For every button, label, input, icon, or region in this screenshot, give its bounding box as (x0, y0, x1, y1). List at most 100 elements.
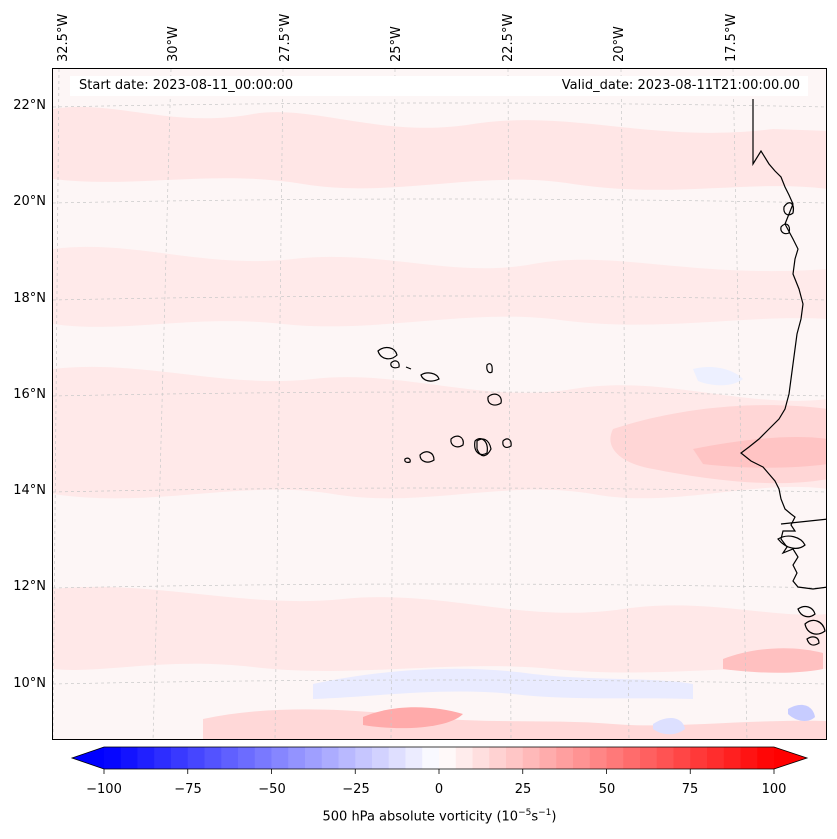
negative-vorticity-patch (693, 367, 743, 386)
cape-verde-island (487, 393, 502, 406)
negative-vorticity-patch (788, 704, 815, 721)
colorbar-cell (623, 747, 641, 769)
colorbar-tick-label: 0 (434, 782, 444, 797)
colorbar-title-mid: s (531, 809, 539, 825)
meridian-line (620, 69, 630, 739)
colorbar-cell (355, 747, 373, 769)
colorbar-tick-label: 50 (598, 782, 616, 797)
colorbar-cell (221, 747, 239, 769)
cape-verde-island (486, 363, 493, 374)
graticule (53, 69, 826, 739)
negative-vorticity-patch (313, 668, 693, 699)
lat-label: 22°N (13, 98, 46, 113)
positive-vorticity-patch (723, 648, 823, 673)
cape-verde-island (390, 360, 400, 369)
cape-verde-island (377, 346, 398, 360)
coastal-island (806, 636, 820, 646)
colorbar-cell (757, 747, 775, 769)
colorbar-title-main: 500 hPa absolute vorticity (10 (322, 809, 519, 825)
colorbar-cell (740, 747, 758, 769)
colorbar (70, 746, 809, 774)
colorbar-tick-label: −75 (174, 782, 202, 797)
africa-coastline (780, 518, 826, 525)
colorbar-cell (656, 747, 674, 769)
lat-label: 10°N (13, 676, 46, 691)
parallel-line (53, 198, 826, 204)
meridian-line (53, 69, 60, 739)
colorbar-tick-label: 75 (681, 782, 699, 797)
positive-vorticity-patch (53, 106, 826, 190)
colorbar-cell (388, 747, 406, 769)
colorbar-cell (707, 747, 725, 769)
start-date-label: Start date: 2023-08-11_00:00:00 (79, 78, 294, 93)
colorbar-tick-marks (103, 769, 775, 774)
colorbar-cell (271, 747, 289, 769)
map-panel (52, 68, 827, 740)
africa-coastline (740, 99, 826, 590)
colorbar-low-extension (72, 747, 104, 769)
colorbar-title-exp2: −1 (538, 808, 552, 818)
lat-label: 12°N (13, 579, 46, 594)
parallel-line (53, 679, 826, 685)
cape-verde-island (404, 457, 411, 463)
valid-date-label: Valid_date: 2023-08-11T21:00:00.00 (561, 78, 800, 93)
colorbar-cell (238, 747, 256, 769)
colorbar-cell (556, 747, 574, 769)
cape-verde-island (420, 372, 440, 382)
colorbar-cell (405, 747, 423, 769)
negative-vorticity-patch (653, 717, 685, 735)
colorbar-cell (171, 747, 189, 769)
colorbar-tick-label: −25 (342, 782, 370, 797)
colorbar-cell (104, 747, 122, 769)
colorbar-cell (640, 747, 658, 769)
colorbar-tick-label: 25 (514, 782, 532, 797)
colorbar-cell (137, 747, 155, 769)
cape-verde-island (502, 438, 512, 448)
parallel-line (53, 295, 826, 301)
positive-vorticity-patch (363, 707, 463, 729)
cape-verde-island (419, 451, 435, 463)
colorbar-cell (422, 747, 440, 769)
parallel-line (53, 487, 826, 493)
colorbar-title: 500 hPa absolute vorticity (10−5s−1) (0, 808, 837, 824)
lat-label: 16°N (13, 387, 46, 402)
coastlines (377, 99, 826, 646)
colorbar-cell (573, 747, 591, 769)
colorbar-cells (104, 747, 775, 769)
coastal-island (777, 535, 806, 549)
colorbar-cell (439, 747, 457, 769)
colorbar-cell (338, 747, 356, 769)
lat-label: 18°N (13, 291, 46, 306)
meridian-line (507, 69, 512, 739)
lat-label: 14°N (13, 483, 46, 498)
cape-verde-island (476, 438, 492, 457)
colorbar-cell (154, 747, 172, 769)
colorbar-cell (204, 747, 222, 769)
colorbar-cell (723, 747, 741, 769)
cape-verde-island (450, 435, 464, 448)
coastal-island (780, 223, 791, 235)
parallel-line (53, 102, 826, 108)
parallel-line (53, 391, 826, 397)
colorbar-cell (254, 747, 272, 769)
colorbar-cell (673, 747, 691, 769)
vorticity-field (53, 69, 826, 739)
colorbar-tick-label: −50 (258, 782, 286, 797)
colorbar-cell (489, 747, 507, 769)
colorbar-cell (187, 747, 205, 769)
colorbar-cell (372, 747, 390, 769)
positive-vorticity-patch (53, 367, 826, 499)
colorbar-cell (690, 747, 708, 769)
meridian-line (732, 69, 748, 739)
meridian-line (152, 69, 172, 739)
header-info-bar (70, 76, 808, 96)
positive-vorticity-patch (53, 246, 826, 327)
colorbar-high-extension (774, 747, 807, 769)
meridian-line (390, 69, 396, 739)
meridian-line (274, 69, 284, 739)
colorbar-cell (522, 747, 540, 769)
colorbar-cell (472, 747, 490, 769)
positive-vorticity-patch (53, 586, 826, 673)
coastal-island (804, 619, 826, 635)
positive-vorticity-patch (693, 437, 826, 468)
